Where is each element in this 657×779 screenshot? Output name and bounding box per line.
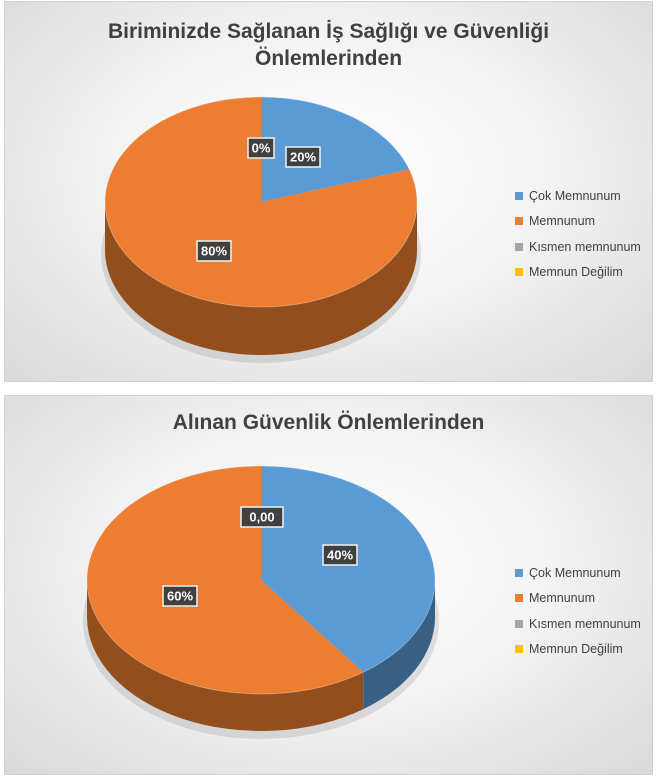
chart-title: Alınan Güvenlik Önlemlerinden <box>172 411 485 434</box>
legend-label: Çok Memnunum <box>529 188 621 203</box>
legend-item: Çok Memnunum <box>515 183 641 209</box>
svg-text:40%: 40% <box>327 548 353 563</box>
pie-slice-side <box>363 580 435 710</box>
legend-swatch <box>515 191 523 200</box>
data-label: 0,00 <box>240 506 284 528</box>
pie-slice-side <box>105 202 417 355</box>
legend-swatch <box>515 268 523 277</box>
pie-rim <box>86 465 436 695</box>
svg-text:0%: 0% <box>252 141 271 156</box>
data-label: 40% <box>322 544 358 566</box>
pie-slice-2 <box>86 466 364 694</box>
legend-item: Memnunum <box>515 209 641 235</box>
legend-swatch <box>515 645 523 654</box>
legend-item: Kısmen memnunum <box>515 611 641 637</box>
legend: Çok Memnunum Memnunum Kısmen memnunum Me… <box>515 560 641 662</box>
legend-swatch <box>515 619 523 628</box>
data-label: 20% <box>285 146 321 168</box>
pie-slice-side <box>87 580 364 731</box>
pie-slice-1 <box>261 466 435 673</box>
legend-item: Memnunum <box>515 586 641 612</box>
pie-side-walls <box>87 580 435 731</box>
pie-slices <box>104 97 417 307</box>
pie-slices <box>86 466 435 694</box>
legend-swatch <box>515 217 523 226</box>
data-labels: 20% 80% 0% <box>196 137 321 262</box>
legend-label: Kısmen memnunum <box>529 616 641 631</box>
chart-panel-2: Alınan Güvenlik Önlemlerinden 40% 60% 0,00… <box>4 395 653 775</box>
pie-slice-1 <box>261 97 410 202</box>
data-label: 0% <box>247 137 275 159</box>
svg-text:80%: 80% <box>201 244 227 259</box>
legend-label: Çok Memnunum <box>529 565 621 580</box>
legend-label: Kısmen memnunum <box>529 239 641 254</box>
legend-item: Memnun Değilim <box>515 637 641 663</box>
chart-panel-1: Biriminizde Sağlanan İş Sağlığı ve Güven… <box>4 1 653 382</box>
legend-label: Memnunum <box>529 591 595 606</box>
legend-item: Çok Memnunum <box>515 560 641 586</box>
legend-swatch <box>515 568 523 577</box>
pie-chart: 20% 80% 0% <box>101 96 421 363</box>
legend-item: Kısmen memnunum <box>515 234 641 260</box>
pie-side-walls <box>105 202 417 355</box>
pie-chart: 40% 60% 0,00 <box>83 465 439 739</box>
legend-item: Memnun Değilim <box>515 260 641 286</box>
pie-rim <box>104 96 418 308</box>
data-labels: 40% 60% 0,00 <box>162 506 358 607</box>
data-label: 60% <box>162 585 198 607</box>
chart-title: Biriminizde Sağlanan İş Sağlığı ve Güven… <box>107 20 550 70</box>
pie-slice-2 <box>104 97 417 307</box>
data-label: 80% <box>196 240 232 262</box>
legend-label: Memnunum <box>529 214 595 229</box>
legend: Çok Memnunum Memnunum Kısmen memnunum Me… <box>515 183 641 285</box>
legend-label: Memnun Değilim <box>529 642 623 657</box>
svg-text:20%: 20% <box>290 150 316 165</box>
legend-label: Memnun Değilim <box>529 265 623 280</box>
legend-swatch <box>515 242 523 251</box>
svg-text:0,00: 0,00 <box>249 510 274 525</box>
legend-swatch <box>515 594 523 603</box>
svg-text:60%: 60% <box>167 589 193 604</box>
